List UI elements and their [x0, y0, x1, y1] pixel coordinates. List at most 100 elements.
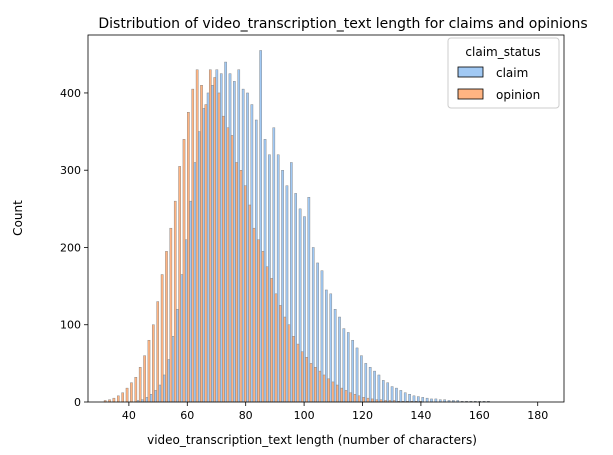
bar-claim-58 — [360, 355, 363, 403]
bar-claim-23 — [206, 92, 210, 403]
bar-claim-57 — [355, 347, 359, 403]
bar-opinion-23 — [204, 104, 208, 403]
bar-opinion-10 — [147, 339, 151, 403]
bar-claim-25 — [215, 69, 219, 403]
bar-opinion-2 — [112, 397, 116, 403]
y-axis-label: Count — [11, 200, 25, 236]
bar-opinion-53 — [336, 384, 339, 403]
legend-title: claim_status — [465, 45, 540, 59]
y-tick-label: 0 — [74, 396, 81, 409]
legend-label-claim: claim — [496, 66, 528, 80]
bar-claim-47 — [311, 247, 315, 403]
bar-claim-60 — [368, 367, 372, 403]
bar-opinion-50 — [322, 374, 326, 403]
bar-claim-34 — [254, 119, 258, 403]
bar-claim-71 — [417, 396, 420, 403]
bar-opinion-58 — [357, 395, 361, 403]
bar-opinion-46 — [305, 356, 308, 403]
bar-opinion-26 — [217, 92, 221, 403]
bar-claim-27 — [224, 61, 227, 403]
bar-claim-21 — [198, 131, 201, 403]
bar-opinion-55 — [344, 390, 348, 403]
bar-claim-59 — [364, 363, 368, 403]
x-tick-label: 120 — [352, 409, 373, 422]
bar-claim-24 — [211, 85, 214, 403]
bar-opinion-52 — [331, 381, 335, 403]
bar-claim-67 — [399, 390, 403, 403]
bar-claim-9 — [145, 397, 149, 403]
bar-opinion-45 — [300, 351, 304, 403]
bar-opinion-30 — [235, 162, 238, 403]
bar-opinion-9 — [143, 355, 146, 403]
bar-opinion-15 — [169, 227, 173, 403]
bar-opinion-33 — [248, 204, 252, 403]
bar-claim-14 — [167, 359, 170, 403]
legend-label-opinion: opinion — [496, 88, 540, 102]
bar-opinion-31 — [239, 170, 243, 403]
bar-claim-66 — [395, 387, 398, 403]
bar-claim-51 — [329, 293, 333, 403]
bar-claim-73 — [425, 397, 429, 403]
bar-opinion-36 — [261, 251, 265, 403]
bar-claim-28 — [228, 73, 232, 403]
bar-opinion-59 — [362, 397, 365, 403]
bar-opinion-6 — [130, 382, 133, 403]
bar-claim-12 — [158, 384, 162, 403]
x-tick-label: 60 — [180, 409, 194, 422]
x-tick-label: 100 — [294, 409, 315, 422]
bar-claim-72 — [421, 397, 425, 403]
x-tick-label: 160 — [469, 409, 490, 422]
legend: claim_status claim opinion — [447, 37, 560, 109]
bar-opinion-39 — [274, 293, 278, 403]
bar-opinion-29 — [230, 135, 234, 403]
bar-claim-70 — [412, 395, 416, 403]
bar-opinion-48 — [314, 367, 317, 403]
bar-claim-38 — [272, 127, 276, 403]
bar-claim-10 — [149, 394, 153, 403]
bar-claim-45 — [303, 216, 306, 403]
bar-opinion-40 — [279, 305, 282, 403]
bar-opinion-11 — [152, 324, 155, 403]
bar-opinion-51 — [327, 378, 330, 403]
bar-claim-49 — [320, 270, 324, 403]
bar-opinion-14 — [165, 251, 168, 403]
bar-opinion-3 — [116, 395, 120, 403]
bar-opinion-13 — [160, 274, 164, 403]
bar-opinion-34 — [252, 227, 256, 403]
legend-swatch-claim — [457, 66, 484, 78]
bar-claim-26 — [219, 73, 223, 403]
bar-opinion-56 — [349, 392, 352, 403]
bar-opinion-12 — [156, 301, 160, 403]
bar-opinion-61 — [371, 398, 374, 403]
bar-opinion-35 — [257, 239, 260, 403]
bar-claim-56 — [351, 339, 354, 403]
bar-claim-61 — [373, 370, 376, 403]
x-tick-label: 180 — [527, 409, 548, 422]
bar-claim-35 — [259, 50, 262, 403]
bar-opinion-27 — [222, 115, 225, 403]
bar-claim-62 — [377, 374, 381, 403]
legend-swatch-opinion — [457, 88, 484, 100]
bar-opinion-37 — [265, 266, 269, 403]
bar-opinion-8 — [138, 367, 142, 403]
bar-opinion-54 — [340, 387, 343, 403]
bar-opinion-44 — [296, 343, 300, 403]
bar-claim-40 — [281, 170, 284, 403]
bar-opinion-22 — [200, 85, 203, 403]
bars-layer — [103, 50, 490, 403]
bar-claim-22 — [202, 108, 206, 403]
bar-claim-48 — [316, 262, 319, 403]
bar-opinion-43 — [292, 336, 295, 403]
x-tick-label: 140 — [410, 409, 431, 422]
y-tick-label: 200 — [60, 241, 81, 254]
y-tick-label: 300 — [60, 164, 81, 177]
bar-claim-44 — [298, 208, 302, 403]
bar-claim-50 — [325, 289, 328, 403]
bar-claim-29 — [233, 81, 236, 403]
plot-frame — [87, 34, 565, 403]
bar-claim-11 — [154, 390, 157, 403]
x-tick-label: 40 — [122, 409, 136, 422]
bar-opinion-16 — [173, 200, 177, 403]
bar-opinion-41 — [283, 316, 287, 403]
bar-claim-42 — [290, 162, 293, 403]
